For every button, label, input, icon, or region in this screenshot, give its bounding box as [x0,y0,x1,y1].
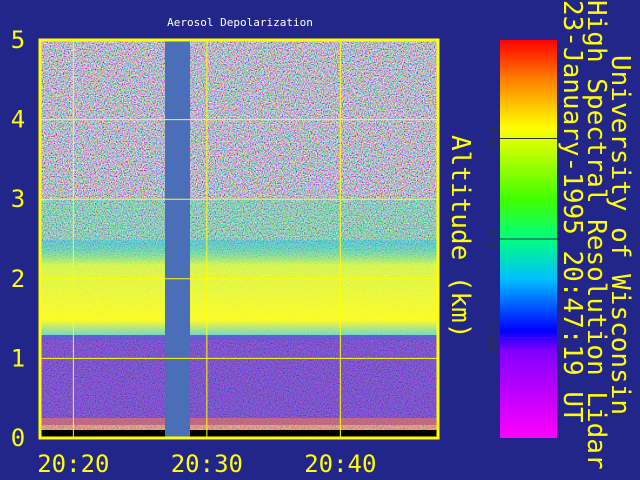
info-text: University of Wisconsin [605,55,635,415]
colorbar-tick-label: 0.032 [487,324,497,351]
y-tick-label: 3 [11,185,25,213]
chart-title: Aerosol Depolarization [167,16,313,29]
y-tick-label: 4 [11,106,25,134]
lidar-image [40,40,438,438]
y-axis-label: Altitude (km) [445,135,475,339]
x-tick-label: 20:30 [171,450,243,478]
y-tick-label: 1 [11,344,25,372]
info-text: 23-January-1995 20:47:19 UT [557,0,587,423]
colorbar-tick-label: 0.32 [487,128,497,150]
y-tick-label: 2 [11,265,25,293]
y-tick-label: 5 [11,26,25,54]
y-tick-label: 0 [11,424,25,452]
x-tick-label: 20:20 [37,450,109,478]
colorbar-tick-label: 0.1 [487,231,497,247]
x-tick-label: 20:40 [304,450,376,478]
info-text: High Spectral Resolution Lidar [581,0,611,470]
